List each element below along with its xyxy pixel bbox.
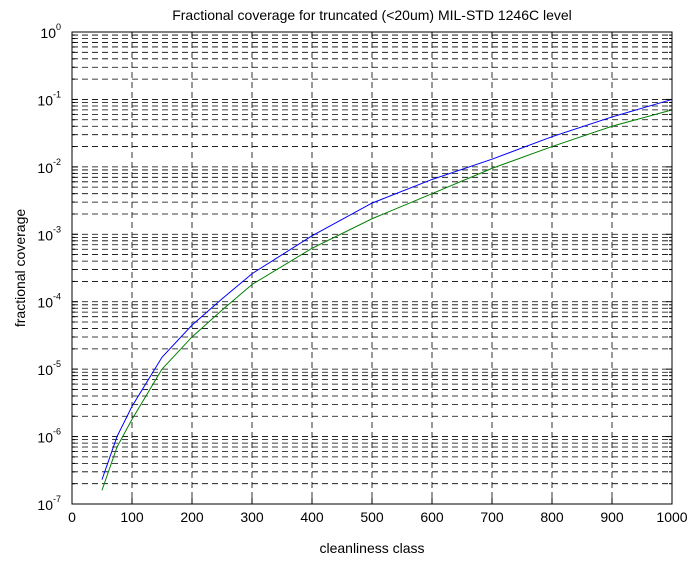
series-layer (101, 98, 673, 491)
y-tick-label: 10-2 (37, 157, 61, 176)
x-tick-label: 600 (420, 509, 444, 525)
y-tick-exponent: -1 (53, 89, 61, 99)
y-tick-exponent: -7 (53, 494, 61, 504)
y-tick-base: 10 (40, 25, 56, 41)
x-tick-label: 100 (120, 509, 144, 525)
y-tick-label: 10-7 (37, 494, 61, 513)
series-line-2 (101, 109, 673, 491)
x-tick-label: 900 (600, 509, 624, 525)
x-tick-label: 1000 (656, 509, 687, 525)
x-tick-label: 200 (180, 509, 204, 525)
y-tick-base: 10 (37, 295, 53, 311)
y-tick-exponent: -4 (53, 292, 61, 302)
y-tick-exponent: -3 (53, 224, 61, 234)
y-tick-label: 10-5 (37, 359, 61, 378)
y-axis-label: fractional coverage (12, 209, 28, 328)
x-tick-label: 300 (240, 509, 264, 525)
x-tick-label: 500 (360, 509, 384, 525)
tick-layer: 0 100 200 300 400 500 600 700 800 900 100010-710-6… (37, 22, 687, 525)
chart-title: Fractional coverage for truncated (<20um… (172, 7, 572, 23)
y-tick-exponent: -6 (53, 427, 61, 437)
y-tick-exponent: -2 (53, 157, 61, 167)
y-tick-label: 10-4 (37, 292, 61, 311)
x-tick-label: 700 (480, 509, 504, 525)
y-tick-label: 100 (40, 22, 61, 41)
x-axis-label: cleanliness class (319, 540, 424, 556)
y-tick-base: 10 (37, 430, 53, 446)
y-tick-base: 10 (37, 160, 53, 176)
y-tick-exponent: 0 (56, 22, 61, 32)
x-tick-label: 400 (300, 509, 324, 525)
y-tick-base: 10 (37, 227, 53, 243)
y-tick-base: 10 (37, 92, 53, 108)
y-tick-label: 10-6 (37, 427, 61, 446)
series-line-1 (101, 98, 673, 480)
y-tick-label: 10-1 (37, 89, 61, 108)
y-tick-exponent: -5 (53, 359, 61, 369)
y-tick-label: 10-3 (37, 224, 61, 243)
y-tick-base: 10 (37, 362, 53, 378)
x-tick-label: 0 (68, 509, 76, 525)
grid-layer (72, 32, 672, 504)
y-tick-base: 10 (37, 497, 53, 513)
x-tick-label: 800 (540, 509, 564, 525)
